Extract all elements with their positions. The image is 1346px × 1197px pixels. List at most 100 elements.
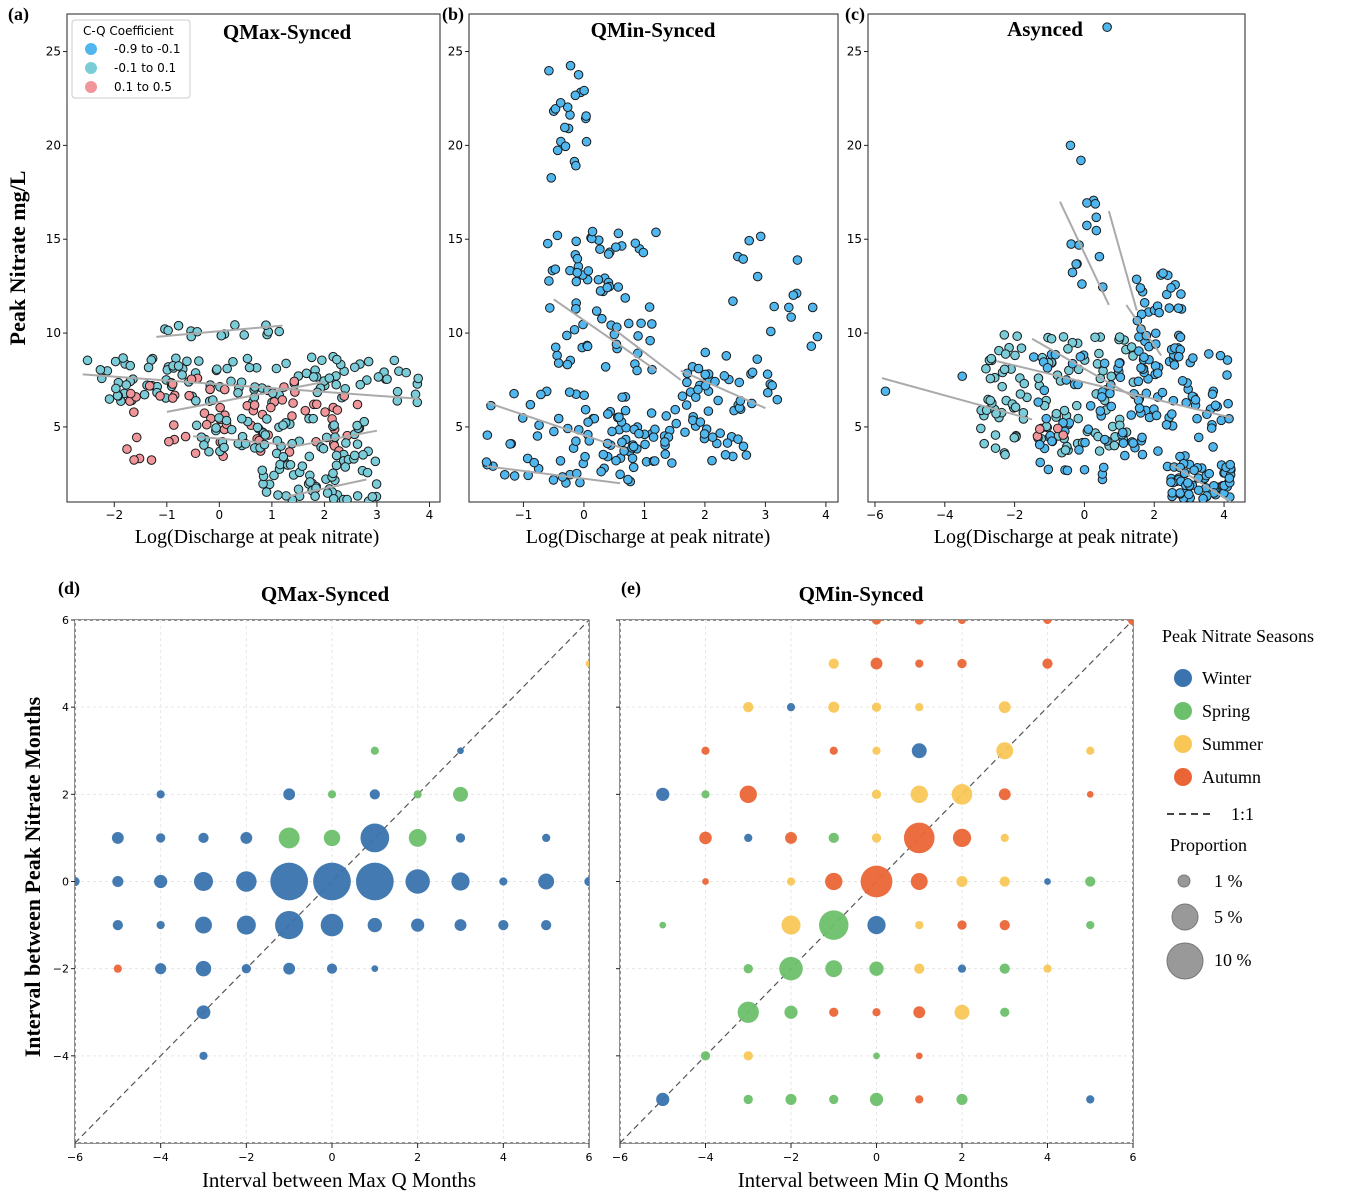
- bubble-winter: [455, 833, 466, 843]
- legend-label-summer: Summer: [1202, 734, 1263, 754]
- data-point: [342, 494, 352, 502]
- data-point: [192, 326, 203, 337]
- data-point: [163, 325, 173, 336]
- data-point: [957, 371, 968, 382]
- data-point: [564, 387, 575, 397]
- bubble-summer: [743, 702, 754, 713]
- data-point: [287, 411, 297, 421]
- data-point: [597, 313, 607, 324]
- data-point: [1157, 387, 1168, 398]
- bubble-spring: [701, 790, 710, 799]
- data-point: [252, 422, 263, 433]
- data-point: [1175, 332, 1186, 342]
- data-point: [1105, 388, 1115, 399]
- bubble-winter: [240, 831, 253, 844]
- data-point: [628, 462, 639, 473]
- data-point: [1203, 349, 1214, 359]
- data-point: [371, 479, 382, 489]
- bubble-spring: [1086, 920, 1095, 930]
- data-point: [310, 491, 320, 501]
- data-point: [719, 371, 730, 381]
- data-point: [546, 173, 557, 183]
- data-point: [182, 356, 192, 367]
- bubble-autumn: [113, 964, 122, 973]
- data-point: [332, 405, 343, 415]
- data-point: [636, 318, 646, 329]
- data-point: [1073, 413, 1084, 424]
- plot-frame: [66, 13, 441, 503]
- data-point: [277, 395, 288, 405]
- data-point: [1167, 487, 1178, 498]
- data-point: [177, 370, 187, 380]
- data-point: [660, 449, 671, 459]
- data-point: [613, 228, 624, 239]
- diagonal-1to1-line: [75, 620, 589, 1143]
- bubble-winter: [499, 877, 508, 886]
- data-point: [767, 380, 778, 391]
- data-point: [1033, 373, 1044, 384]
- data-point: [199, 440, 209, 450]
- data-point: [1067, 267, 1078, 278]
- legend-label-spring: Spring: [1202, 701, 1250, 721]
- legend-size-1: [1177, 874, 1191, 888]
- data-point: [311, 399, 322, 410]
- data-point: [1153, 446, 1163, 456]
- bubble-autumn: [910, 873, 928, 890]
- data-point: [744, 235, 755, 246]
- bubble-winter: [538, 873, 555, 890]
- data-point: [1102, 22, 1112, 32]
- plot-frame: [468, 13, 839, 503]
- title-d: QMax-Synced: [261, 582, 390, 606]
- bubble-summer: [872, 746, 881, 755]
- data-point: [204, 446, 214, 457]
- bubble-winter: [199, 1051, 208, 1060]
- data-point: [661, 411, 672, 421]
- data-point: [680, 427, 690, 438]
- cq-legend-swatch-pos: [85, 81, 97, 93]
- data-point: [233, 388, 243, 398]
- data-point: [1085, 401, 1096, 411]
- data-point: [571, 436, 581, 447]
- bubble-winter: [911, 743, 927, 759]
- data-point: [1000, 449, 1010, 460]
- bubble-autumn: [739, 785, 757, 804]
- data-point: [482, 430, 493, 440]
- x-tick-label: −2: [105, 508, 123, 522]
- data-point: [146, 455, 157, 465]
- bubble-winter: [195, 960, 212, 977]
- data-point: [772, 394, 783, 405]
- data-point: [1120, 450, 1130, 461]
- data-point: [306, 352, 317, 363]
- data-point: [1210, 400, 1221, 411]
- data-point: [340, 462, 351, 472]
- data-point: [1039, 385, 1050, 396]
- data-point: [728, 296, 738, 306]
- data-point: [628, 441, 639, 452]
- data-point: [550, 104, 561, 114]
- bubble-winter: [241, 963, 252, 974]
- data-point: [367, 491, 378, 502]
- bubble-winter: [656, 787, 670, 801]
- data-point: [536, 389, 546, 400]
- bubble-spring: [659, 921, 667, 929]
- data-point: [1099, 434, 1110, 445]
- data-point: [593, 274, 604, 285]
- bubble-winter: [584, 876, 589, 887]
- y-tick-label: 2: [62, 788, 69, 801]
- data-point: [985, 395, 996, 406]
- data-point: [1033, 397, 1044, 407]
- data-point: [155, 391, 165, 401]
- bubble-winter: [1086, 1095, 1095, 1104]
- data-point: [555, 97, 566, 108]
- data-point: [1208, 442, 1218, 452]
- fit-line: [297, 429, 378, 447]
- bubble-spring: [370, 746, 379, 755]
- bubble-summer: [915, 703, 924, 712]
- data-point: [986, 353, 997, 364]
- x-tick-label: −4: [936, 508, 954, 522]
- bubble-spring: [829, 1094, 839, 1105]
- fit-line: [996, 360, 1232, 419]
- data-point: [201, 419, 212, 430]
- data-point: [180, 431, 191, 442]
- data-point: [144, 381, 155, 391]
